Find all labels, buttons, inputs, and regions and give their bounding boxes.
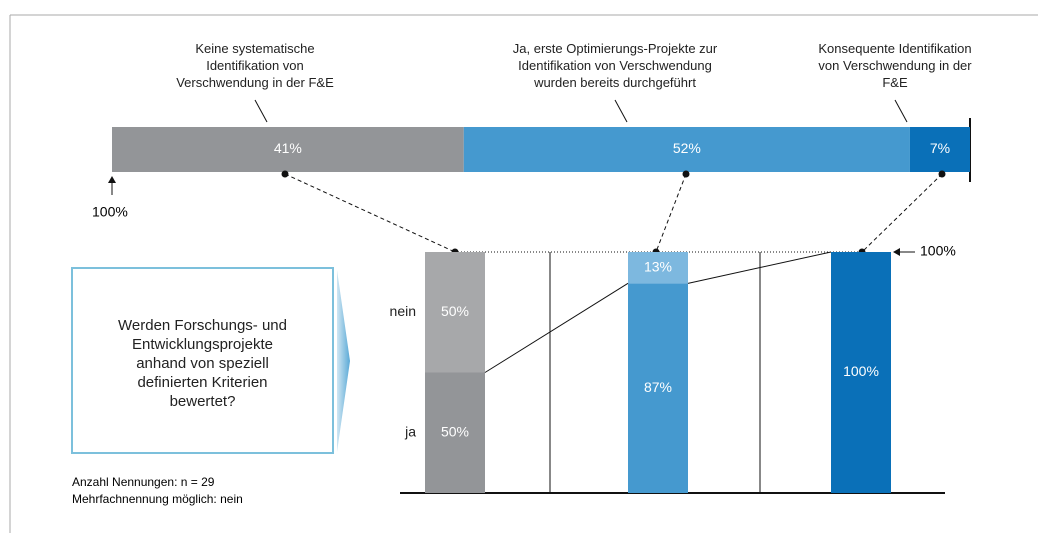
note: Mehrfachnennung möglich: nein bbox=[72, 492, 243, 506]
value-label: 100% bbox=[843, 363, 879, 379]
segment-label: Keine systematische Identifikation von V… bbox=[176, 41, 334, 90]
bar-segment bbox=[909, 127, 970, 172]
leader bbox=[894, 99, 908, 123]
note: Anzahl Nennungen: n = 29 bbox=[72, 475, 215, 489]
value-label: 7% bbox=[930, 140, 950, 156]
series-label: ja bbox=[404, 423, 416, 439]
dot bbox=[682, 170, 690, 178]
bar-segment bbox=[112, 127, 464, 172]
column-segment bbox=[831, 252, 891, 493]
question: Werden Forschungs- und Entwicklungsproje… bbox=[118, 317, 287, 410]
dot bbox=[938, 170, 946, 178]
start-arrow-head bbox=[108, 176, 116, 183]
annot-arrow-head bbox=[893, 248, 900, 256]
leader bbox=[614, 99, 628, 123]
series-label: nein bbox=[390, 303, 416, 319]
segment-label: Konsequente Identifikation von Verschwen… bbox=[818, 41, 972, 90]
link bbox=[484, 282, 629, 373]
bar-segment bbox=[463, 127, 910, 172]
value-label: 87% bbox=[644, 379, 672, 395]
dot bbox=[281, 170, 289, 178]
connector bbox=[284, 173, 456, 253]
value-label: 52% bbox=[673, 140, 701, 156]
column-segment bbox=[425, 372, 485, 493]
connector bbox=[655, 173, 687, 253]
leader bbox=[254, 99, 268, 123]
column-segment bbox=[628, 252, 688, 284]
value-label: 50% bbox=[441, 423, 469, 439]
segment-label: Ja, erste Optimierungs-Projekte zur Iden… bbox=[512, 41, 718, 90]
value-label: 13% bbox=[644, 258, 672, 274]
value-label: 50% bbox=[441, 303, 469, 319]
arrow bbox=[337, 270, 350, 452]
value-label: 41% bbox=[274, 140, 302, 156]
link bbox=[687, 251, 832, 284]
column-segment bbox=[628, 283, 688, 493]
connector bbox=[861, 173, 943, 253]
question-box bbox=[71, 267, 334, 454]
column-segment bbox=[425, 252, 485, 373]
column-annotation: 100% bbox=[920, 243, 956, 259]
start-annotation: 100% bbox=[92, 204, 128, 220]
